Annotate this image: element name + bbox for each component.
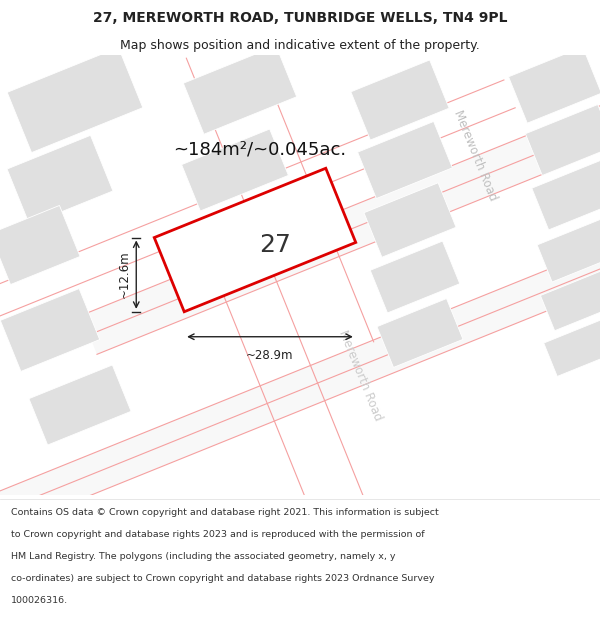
Text: Contains OS data © Crown copyright and database right 2021. This information is : Contains OS data © Crown copyright and d… [11,508,439,517]
Text: HM Land Registry. The polygons (including the associated geometry, namely x, y: HM Land Registry. The polygons (includin… [11,552,395,561]
Polygon shape [81,16,600,354]
Polygon shape [526,104,600,176]
Polygon shape [358,121,452,199]
Text: to Crown copyright and database rights 2023 and is reproduced with the permissio: to Crown copyright and database rights 2… [11,530,424,539]
Polygon shape [0,206,80,284]
Text: Mereworth Road: Mereworth Road [451,107,499,202]
Polygon shape [7,136,113,224]
Polygon shape [541,269,600,331]
Text: Map shows position and indicative extent of the property.: Map shows position and indicative extent… [120,39,480,51]
Text: 27, MEREWORTH ROAD, TUNBRIDGE WELLS, TN4 9PL: 27, MEREWORTH ROAD, TUNBRIDGE WELLS, TN4… [93,11,507,25]
Text: 100026316.: 100026316. [11,596,68,606]
Text: Mereworth Road: Mereworth Road [336,328,384,422]
Polygon shape [0,289,100,371]
Polygon shape [7,48,143,152]
Text: co-ordinates) are subject to Crown copyright and database rights 2023 Ordnance S: co-ordinates) are subject to Crown copyr… [11,574,434,583]
Polygon shape [154,168,356,312]
Polygon shape [184,46,296,134]
Polygon shape [182,129,289,211]
Polygon shape [364,182,456,258]
Text: ~184m²/~0.045ac.: ~184m²/~0.045ac. [173,141,347,159]
Polygon shape [532,160,600,230]
Text: ~28.9m: ~28.9m [246,349,294,362]
Polygon shape [377,299,463,368]
Polygon shape [544,318,600,376]
Polygon shape [370,241,460,313]
Text: ~12.6m: ~12.6m [117,251,130,299]
Text: 27: 27 [259,233,291,257]
Polygon shape [509,47,600,123]
Polygon shape [351,60,449,140]
Polygon shape [0,202,600,538]
Polygon shape [29,365,131,445]
Polygon shape [537,218,600,282]
